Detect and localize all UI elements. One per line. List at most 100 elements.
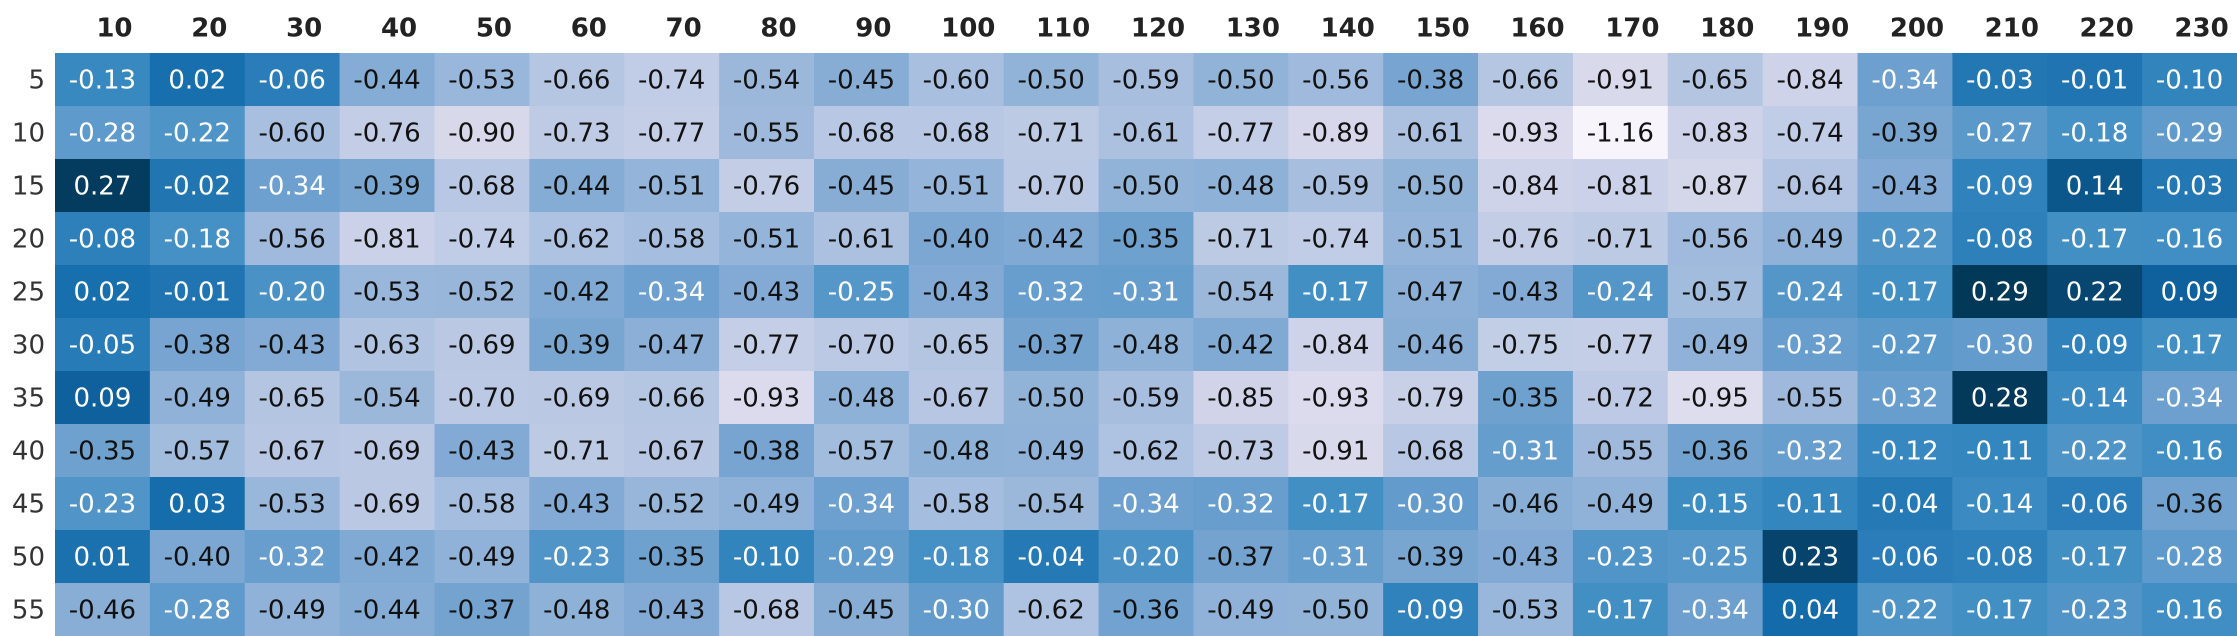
- heatmap-cell: [2142, 318, 2237, 372]
- heatmap-cell: [1383, 477, 1479, 531]
- heatmap-cell: [1857, 53, 1953, 107]
- cell-value-label: -0.50: [1397, 172, 1464, 202]
- cell-value-label: -0.32: [1017, 278, 1084, 308]
- heatmap-cell: [339, 53, 435, 107]
- cell-value-label: -0.68: [1397, 437, 1464, 467]
- cell-value-label: -0.22: [2061, 437, 2128, 467]
- heatmap-cell: [1857, 583, 1953, 636]
- heatmap-cell: [1383, 583, 1479, 636]
- heatmap-cell: [624, 477, 720, 531]
- cell-value-label: -0.35: [638, 543, 705, 573]
- cell-value-label: 0.22: [2066, 278, 2124, 308]
- row-label: 5: [28, 66, 45, 96]
- cell-value-label: -0.73: [543, 119, 610, 149]
- heatmap-cell: [1952, 318, 2048, 372]
- heatmap-cell: [719, 212, 815, 266]
- column-label: 60: [571, 14, 607, 44]
- heatmap-cell: [529, 477, 625, 531]
- cell-value-label: -0.83: [1682, 119, 1749, 149]
- heatmap-cell: [1857, 530, 1953, 584]
- cell-value-label: -0.37: [1017, 331, 1084, 361]
- cell-value-label: -0.53: [448, 66, 515, 96]
- heatmap-cell: [1478, 212, 1574, 266]
- cell-value-label: -0.11: [1966, 437, 2033, 467]
- cell-value-label: -0.53: [1492, 596, 1559, 626]
- cell-value-label: -0.51: [1397, 225, 1464, 255]
- cell-value-label: 0.04: [1781, 596, 1839, 626]
- cell-value-label: -0.77: [1587, 331, 1654, 361]
- cell-value-label: 0.23: [1781, 543, 1839, 573]
- heatmap-cell: [908, 265, 1005, 319]
- heatmap-cell: [2142, 212, 2237, 266]
- cell-value-label: -0.69: [543, 384, 610, 414]
- heatmap-cell: [1572, 212, 1669, 266]
- heatmap-cell: [434, 159, 530, 213]
- cell-value-label: -0.39: [353, 172, 420, 202]
- cell-value-label: -0.43: [259, 331, 326, 361]
- cell-value-label: -0.59: [1112, 384, 1179, 414]
- row-label: 45: [12, 490, 45, 520]
- cell-value-label: -0.73: [1207, 437, 1274, 467]
- column-label: 200: [1890, 14, 1944, 44]
- cell-value-label: -0.38: [164, 331, 231, 361]
- cell-value-label: -0.03: [2156, 172, 2223, 202]
- cell-value-label: -0.54: [353, 384, 420, 414]
- row-label: 35: [12, 384, 45, 414]
- column-label: 150: [1415, 14, 1469, 44]
- heatmap-cell: [55, 424, 151, 478]
- heatmap-cell: [908, 477, 1005, 531]
- cell-value-label: -0.87: [1682, 172, 1749, 202]
- heatmap-cell: [529, 318, 625, 372]
- cell-value-label: -0.09: [1397, 596, 1464, 626]
- cell-value-label: -0.18: [923, 543, 990, 573]
- cell-value-label: -0.04: [1871, 490, 1938, 520]
- heatmap-cell: [1762, 477, 1859, 531]
- heatmap-cell: [1952, 106, 2048, 160]
- cell-value-label: -0.43: [923, 278, 990, 308]
- heatmap-cell: [1667, 212, 1764, 266]
- heatmap-cell: [719, 477, 815, 531]
- cell-value-label: -0.15: [1682, 490, 1749, 520]
- cell-value-label: -0.59: [1302, 172, 1369, 202]
- cell-value-label: -0.58: [638, 225, 705, 255]
- heatmap-cell: [1098, 371, 1194, 425]
- cell-value-label: 0.09: [2161, 278, 2219, 308]
- column-label: 30: [286, 14, 322, 44]
- cell-value-label: 0.09: [73, 384, 131, 414]
- heatmap-cell: [1952, 530, 2048, 584]
- heatmap-cell: [719, 159, 815, 213]
- cell-value-label: -0.43: [543, 490, 610, 520]
- cell-value-label: -0.48: [1112, 331, 1179, 361]
- cell-value-label: -0.53: [259, 490, 326, 520]
- cell-value-label: -0.77: [1207, 119, 1274, 149]
- cell-value-label: -0.84: [1302, 331, 1369, 361]
- column-label: 230: [2174, 14, 2228, 44]
- row-labels: 5 10 15 20 25 30 35 40 45 50 55: [12, 66, 45, 626]
- cell-value-label: -0.43: [448, 437, 515, 467]
- cell-value-label: -0.36: [1112, 596, 1179, 626]
- cell-value-label: -0.74: [638, 66, 705, 96]
- heatmap-cell: [1952, 371, 2048, 425]
- column-label: 190: [1795, 14, 1849, 44]
- heatmap-cell: [339, 265, 435, 319]
- heatmap-cell: [719, 424, 815, 478]
- heatmap-cell: [434, 212, 530, 266]
- heatmap-cell: [149, 106, 246, 160]
- heatmap-cell: [149, 424, 246, 478]
- heatmap-cell: [813, 53, 910, 107]
- heatmap-cell: [1857, 371, 1953, 425]
- heatmap-cell: [1478, 424, 1574, 478]
- heatmap-cell: [1762, 106, 1859, 160]
- row-label: 10: [12, 119, 45, 149]
- heatmap-cell: [2142, 530, 2237, 584]
- heatmap-cell: [1003, 318, 1100, 372]
- heatmap-cell: [624, 106, 720, 160]
- heatmap-cell: [529, 53, 625, 107]
- column-label: 160: [1510, 14, 1564, 44]
- cell-value-label: -0.17: [2061, 225, 2128, 255]
- column-label: 10: [96, 14, 132, 44]
- heatmap-cell: [149, 477, 246, 531]
- cell-value-label: -0.61: [828, 225, 895, 255]
- cell-value-label: -0.54: [733, 66, 800, 96]
- cell-value-label: -0.28: [69, 119, 136, 149]
